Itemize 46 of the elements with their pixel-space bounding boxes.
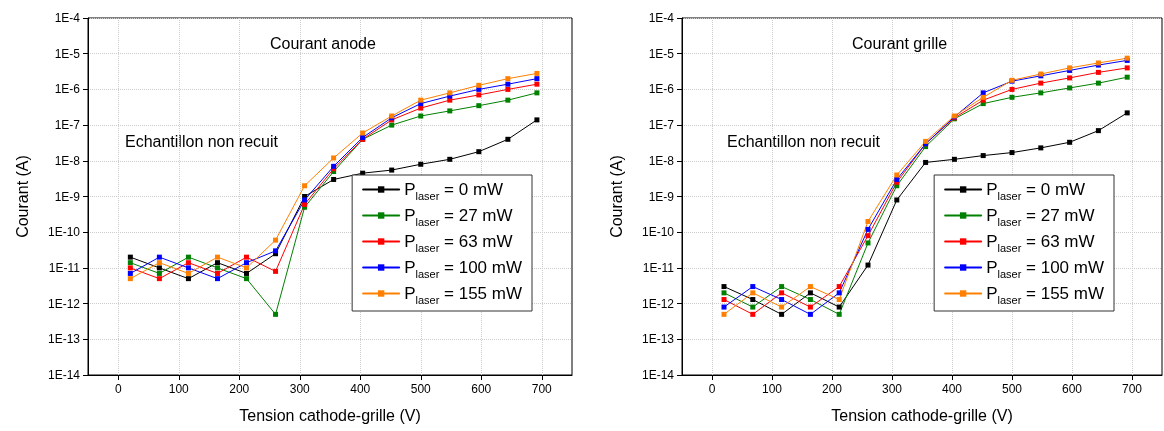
x-tick-label: 300: [881, 382, 903, 396]
x-tick-label: 700: [531, 382, 553, 396]
y-tick-label: 1E-10: [47, 225, 81, 240]
y-tick-label: 1E-8: [54, 153, 81, 168]
annotation: Echantillon non recuit: [727, 132, 881, 150]
y-tick-label: 1E-12: [641, 296, 675, 311]
x-tick-label: 500: [1001, 382, 1023, 396]
text: Courant grille: [852, 34, 948, 52]
y-tick-label: 1E-9: [54, 189, 81, 204]
x-tick-label: 400: [350, 382, 371, 396]
x-tick-label: 700: [1121, 382, 1143, 396]
y-tick-label: 1E-13: [641, 332, 675, 347]
y-tick-label: 1E-9: [648, 189, 675, 204]
y-tick-label: 1E-6: [648, 82, 675, 97]
y-axis-title: Courant (A): [13, 155, 31, 238]
x-tick-label: 200: [821, 382, 843, 396]
y-tick-label: 1E-13: [47, 332, 81, 347]
y-tick-label: 1E-6: [54, 82, 81, 97]
x-tick-label: 0: [708, 382, 716, 396]
text: Courant anode: [270, 34, 376, 52]
y-tick-label: 1E-5: [54, 46, 81, 61]
x-tick-label: 600: [471, 382, 492, 396]
y-tick-label: 1E-8: [648, 153, 675, 168]
x-tick-label: 400: [941, 382, 963, 396]
x-tick-label: 300: [289, 382, 311, 396]
y-tick-label: 1E-7: [54, 118, 81, 133]
y-tick-label: 1E-11: [642, 260, 675, 275]
x-tick-label: 0: [114, 382, 122, 396]
x-axis-title: Tension cathode-grille (V): [239, 406, 421, 424]
x-tick-label: 500: [410, 382, 432, 396]
y-tick-label: 1E-5: [648, 46, 675, 61]
y-tick-label: 1E-10: [641, 225, 675, 240]
y-tick-label: 1E-11: [48, 260, 81, 275]
y-tick-label: 1E-7: [648, 118, 675, 133]
x-tick-label: 600: [1061, 382, 1083, 396]
y-tick-label: 1E-14: [47, 368, 81, 382]
y-axis-title: Courant (A): [607, 155, 625, 238]
y-tick-label: 1E-4: [54, 11, 81, 25]
x-tick-label: 200: [229, 382, 250, 396]
y-tick-label: 1E-12: [47, 296, 81, 311]
y-tick-label: 1E-4: [648, 11, 675, 25]
x-axis-title: Tension cathode-grille (V): [831, 406, 1013, 424]
x-tick-label: 100: [168, 382, 190, 396]
annotation: Echantillon non recuit: [125, 132, 279, 150]
x-tick-label: 100: [761, 382, 783, 396]
y-tick-label: 1E-14: [641, 368, 675, 382]
